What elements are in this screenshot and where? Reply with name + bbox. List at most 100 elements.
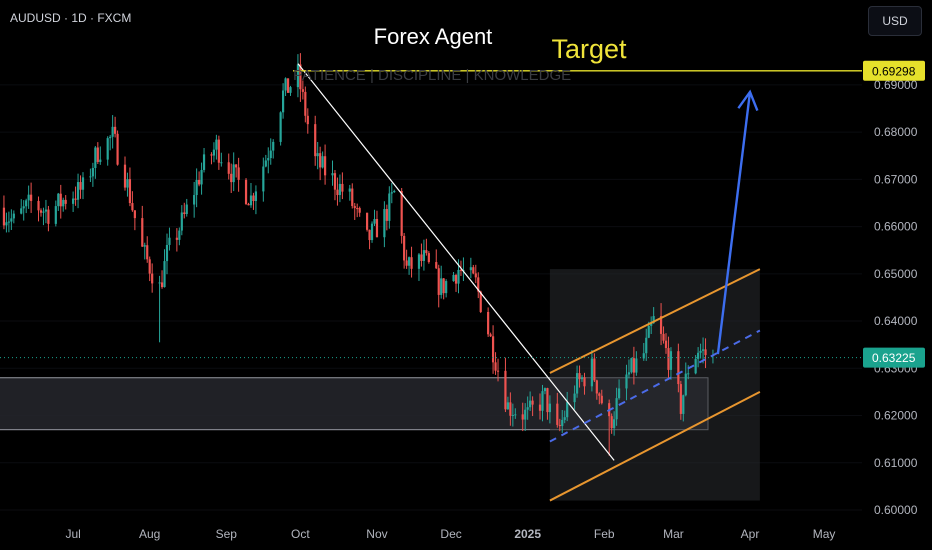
- candle-body: [435, 262, 438, 269]
- candle-body: [417, 254, 421, 269]
- candle: [42, 207, 45, 226]
- candle: [664, 333, 668, 354]
- candle: [299, 53, 302, 102]
- candle: [610, 413, 613, 434]
- candle-body: [583, 377, 586, 387]
- candle: [462, 257, 465, 282]
- candle: [235, 164, 238, 178]
- candle: [47, 205, 50, 232]
- candle-body: [94, 147, 97, 169]
- candle-body: [575, 373, 579, 394]
- candle: [645, 328, 648, 361]
- candle-body: [538, 404, 542, 411]
- candle: [116, 130, 119, 166]
- candle: [469, 257, 472, 279]
- candle-body: [111, 126, 114, 137]
- candle: [373, 209, 376, 226]
- candle-body: [254, 191, 258, 202]
- candle-body: [22, 206, 25, 209]
- projection-arrow: [716, 91, 752, 355]
- candle: [185, 198, 188, 217]
- candle-body: [217, 139, 220, 163]
- candle-body: [487, 311, 490, 335]
- candle-body: [212, 149, 216, 156]
- candle-body: [37, 200, 40, 211]
- candle: [682, 394, 685, 422]
- candle: [163, 249, 166, 288]
- candle-body: [193, 195, 196, 205]
- candle: [435, 249, 438, 269]
- candle: [22, 200, 25, 221]
- candle-body: [106, 138, 109, 160]
- candle: [509, 392, 512, 426]
- candle-body: [697, 352, 700, 359]
- candle-body: [385, 209, 388, 221]
- candle-body: [27, 194, 30, 201]
- candle: [580, 375, 584, 382]
- candle: [600, 389, 603, 405]
- candle-body: [237, 167, 240, 180]
- candle: [445, 279, 448, 298]
- currency-button[interactable]: USD: [868, 6, 922, 36]
- candle-body: [407, 257, 411, 266]
- candle: [74, 186, 77, 206]
- candle-body: [54, 206, 57, 224]
- candle: [72, 191, 75, 212]
- time-tick-label: May: [813, 527, 836, 541]
- candle-body: [477, 277, 480, 292]
- price-tick-label: 0.64000: [874, 314, 918, 328]
- candle: [215, 134, 218, 160]
- candle: [546, 387, 549, 420]
- candle-body: [573, 393, 576, 403]
- candle: [126, 172, 129, 197]
- time-tick-label: Nov: [366, 527, 387, 541]
- candle: [111, 115, 114, 149]
- candle-body: [558, 424, 561, 427]
- candle-body: [235, 164, 238, 168]
- candle-body: [215, 139, 218, 150]
- candle-body: [341, 183, 344, 192]
- candle: [659, 303, 663, 346]
- candle-body: [652, 316, 655, 324]
- candle-body: [25, 200, 28, 207]
- symbol-label[interactable]: AUDUSD · 1D · FXCM: [10, 11, 132, 25]
- candle: [684, 362, 687, 397]
- price-tick-label: 0.67000: [874, 172, 918, 186]
- candle: [262, 157, 265, 202]
- time-tick-label: Jul: [65, 527, 80, 541]
- time-axis-bg: [0, 516, 862, 550]
- candle: [526, 396, 529, 420]
- candle: [669, 347, 673, 380]
- candle-body: [114, 126, 117, 134]
- candle-body: [123, 164, 127, 188]
- candle-body: [684, 373, 687, 396]
- price-tick-label: 0.61000: [874, 456, 918, 470]
- channel-lower-line: [549, 391, 761, 502]
- candle: [575, 365, 579, 398]
- candle: [289, 85, 292, 96]
- candle: [168, 227, 171, 251]
- candle-body: [491, 336, 495, 363]
- candle-body: [375, 219, 379, 238]
- candle: [10, 209, 13, 230]
- candle-body: [425, 250, 428, 254]
- candle: [368, 229, 371, 250]
- candle-body: [541, 391, 544, 411]
- candle: [25, 198, 28, 214]
- candle: [79, 175, 82, 199]
- candle-body: [546, 388, 549, 413]
- candle-body: [72, 198, 75, 204]
- candle: [99, 146, 102, 165]
- candle-body: [195, 179, 198, 196]
- candle: [679, 380, 682, 420]
- candle: [64, 195, 67, 210]
- candle-body: [227, 162, 230, 174]
- candle: [440, 265, 443, 299]
- candle-body: [600, 395, 603, 404]
- candle-body: [202, 154, 206, 170]
- candle-body: [2, 207, 6, 226]
- candle: [76, 173, 80, 209]
- candle-body: [272, 141, 275, 151]
- candle-body: [59, 193, 62, 207]
